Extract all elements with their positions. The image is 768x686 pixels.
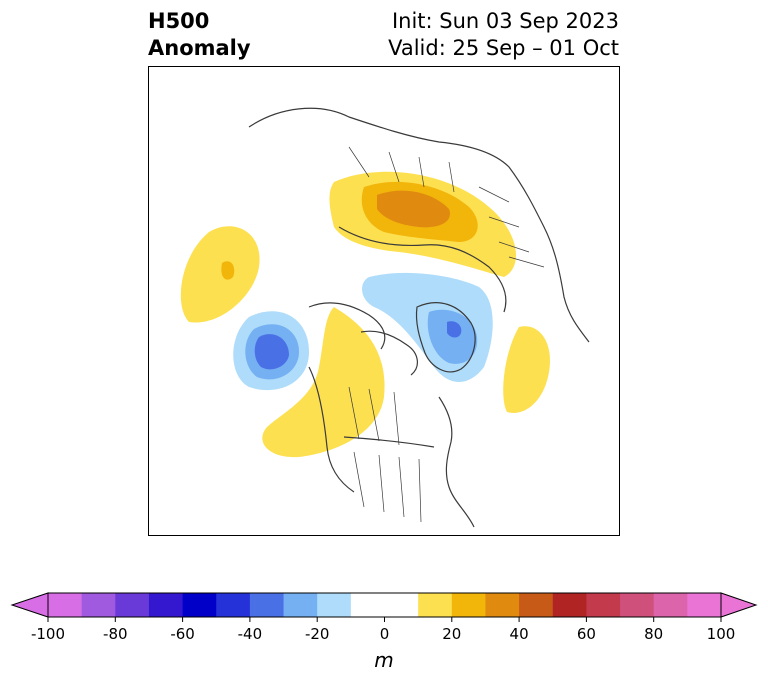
coast-eurasia [248, 107, 590, 343]
colorbar-segment [485, 593, 520, 617]
colorbar-ticks: -100 -80 -60 -40 -20 0 20 40 60 80 100 [31, 617, 735, 643]
coast-greenland [415, 302, 476, 373]
colorbar-segment [148, 593, 184, 617]
europe-borders [478, 186, 545, 268]
anomaly-greenland-neg-30 [447, 321, 462, 338]
colorbar-tick-label: 80 [644, 625, 663, 643]
colorbar-segment [48, 593, 83, 617]
colorbar-segment [586, 593, 621, 617]
colorbar-segment [519, 593, 554, 617]
coast-siberia-north [338, 226, 507, 313]
colorbar: -100 -80 -60 -40 -20 0 20 40 60 80 100 [10, 592, 758, 643]
colorbar-tick-label: 20 [442, 625, 461, 643]
colorbar-tick-label: 100 [707, 625, 736, 643]
map-panel [148, 66, 620, 536]
canada-provinces [348, 386, 400, 446]
anomaly-atlantic-20 [503, 326, 550, 413]
colorbar-tick-label: -60 [170, 625, 195, 643]
colorbar-over-triangle [720, 592, 758, 618]
colorbar-segment [653, 593, 688, 617]
colorbar-segment [687, 593, 722, 617]
anomaly-contours [180, 171, 550, 458]
anomaly-siberia-40 [377, 190, 450, 228]
colorbar-tick-label: 0 [380, 625, 390, 643]
coast-north-america-west [308, 366, 355, 493]
anomaly-map [180, 107, 590, 528]
us-border [343, 436, 435, 448]
colorbar-segment [249, 593, 285, 617]
land-outlines [248, 107, 590, 528]
colorbar-segment [451, 593, 486, 617]
colorbar-unit-label: m [374, 648, 394, 672]
colorbar-tick-label: 60 [577, 625, 596, 643]
colorbar-segment [620, 593, 655, 617]
colorbar-segment [81, 593, 116, 617]
colorbar-segment [317, 593, 352, 617]
title-left: H500 Anomaly [148, 8, 251, 62]
field-name: H500 [148, 9, 210, 33]
asia-borders [348, 146, 455, 193]
colorbar-tick-label: -80 [103, 625, 128, 643]
coast-alaska [308, 302, 386, 350]
field-type: Anomaly [148, 36, 251, 60]
colorbar-segment [384, 593, 419, 617]
valid-range: Valid: 25 Sep – 01 Oct [388, 36, 619, 60]
title-right: Init: Sun 03 Sep 2023 Valid: 25 Sep – 01… [388, 8, 619, 62]
anomaly-alaska-neg-30 [254, 334, 289, 370]
anomaly-westna-20 [262, 307, 385, 458]
coast-canada-arctic [360, 330, 418, 376]
colorbar-segment [350, 593, 385, 617]
colorbar-segment [283, 593, 318, 617]
colorbar-segment [552, 593, 587, 617]
colorbar-tick-label: 40 [510, 625, 529, 643]
colorbar-tick-label: -40 [238, 625, 263, 643]
coast-north-america-east [438, 396, 475, 528]
colorbar-segment [115, 593, 150, 617]
colorbar-tick-label: -20 [305, 625, 330, 643]
colorbar-segment [418, 593, 453, 617]
colorbar-under-triangle [10, 592, 49, 618]
init-date: Init: Sun 03 Sep 2023 [391, 9, 619, 33]
colorbar-segment [182, 593, 217, 617]
state-lines [353, 451, 422, 523]
anomaly-pacific-20 [180, 226, 260, 323]
colorbar-segment [216, 593, 251, 617]
anomaly-pacific-30 [221, 261, 235, 280]
colorbar-segments [48, 593, 722, 617]
colorbar-tick-label: -100 [31, 625, 65, 643]
